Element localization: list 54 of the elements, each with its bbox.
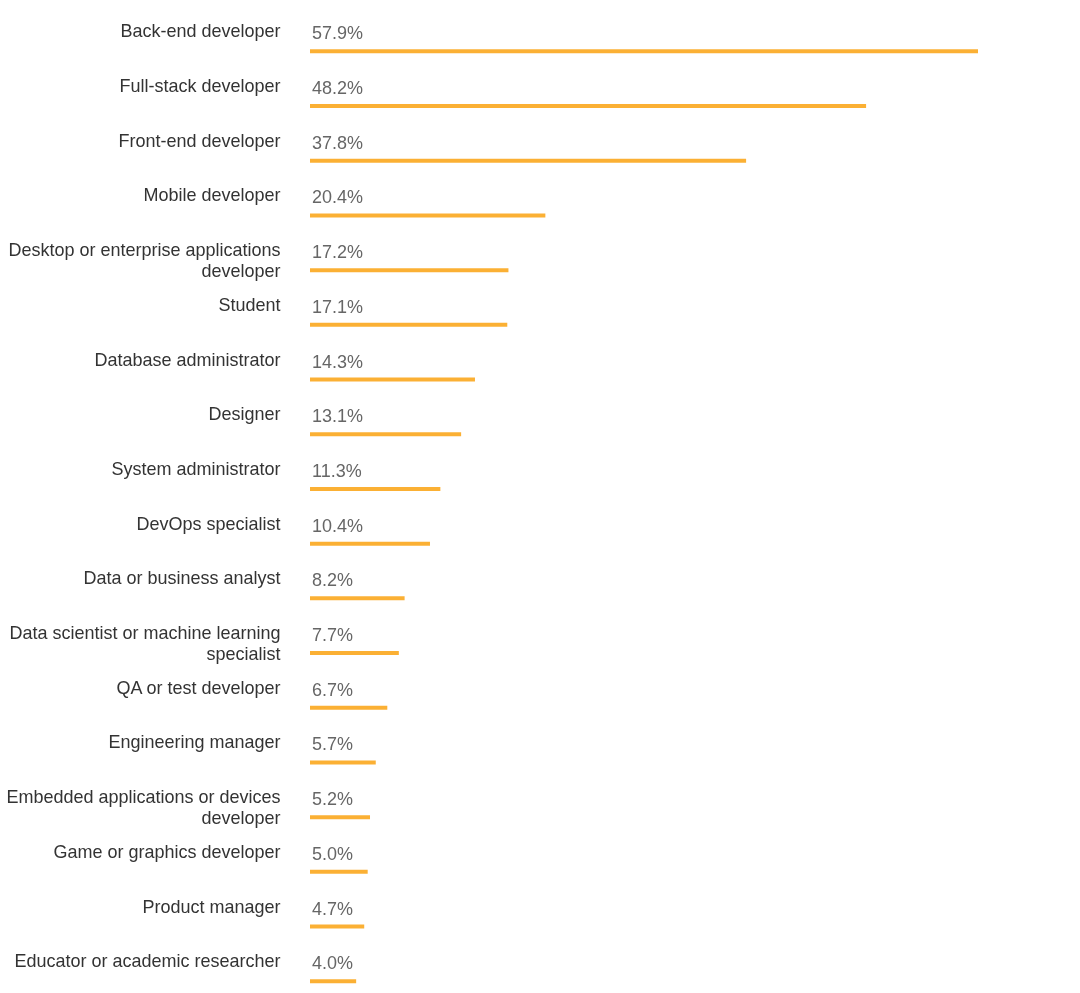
data-label: 4.7% [312, 898, 353, 919]
bar [310, 322, 508, 327]
y-tick-label: Designer [208, 404, 281, 425]
bar [310, 760, 376, 765]
data-label: 10.4% [312, 515, 363, 536]
bar [310, 815, 370, 820]
y-tick-label: Mobile developer [143, 185, 281, 206]
y-tick-label: Desktop or enterprise applications developer [8, 240, 281, 282]
y-tick-label: Data or business analyst [83, 568, 281, 589]
data-label: 17.1% [312, 296, 363, 317]
bar [310, 979, 357, 984]
data-label: 5.7% [312, 734, 353, 755]
y-tick-label: Game or graphics developer [53, 841, 281, 862]
y-tick-label: Product manager [142, 896, 281, 917]
data-label: 4.0% [312, 953, 353, 974]
bar [310, 213, 546, 218]
bar [310, 158, 747, 163]
bar [310, 432, 462, 437]
bar [310, 377, 475, 382]
bar [310, 705, 388, 710]
data-label: 8.2% [312, 570, 353, 591]
data-label: 6.7% [312, 679, 353, 700]
bar [310, 596, 405, 601]
y-tick-label: System administrator [111, 458, 281, 479]
y-tick-label: Embedded applications or devices developer [6, 787, 281, 829]
y-tick-label: Back-end developer [120, 21, 281, 42]
bar [310, 869, 368, 874]
data-label: 17.2% [312, 242, 363, 263]
bar [310, 49, 978, 54]
data-label: 11.3% [312, 460, 362, 481]
data-label: 5.2% [312, 789, 353, 810]
data-label: 48.2% [312, 78, 363, 99]
y-tick-label: Database administrator [94, 349, 281, 370]
y-tick-label: Front-end developer [118, 130, 281, 151]
data-label: 20.4% [312, 187, 363, 208]
y-tick-label: Educator or academic researcher [14, 951, 281, 972]
y-tick-label: Full-stack developer [119, 76, 281, 97]
bar [310, 104, 867, 109]
data-label: 5.0% [312, 843, 353, 864]
y-tick-label: DevOps specialist [136, 513, 281, 534]
data-label: 13.1% [312, 406, 363, 427]
data-label: 14.3% [312, 351, 363, 372]
bar [310, 486, 441, 491]
data-label: 37.8% [312, 132, 363, 153]
y-tick-label: Student [218, 294, 281, 315]
bar [310, 268, 509, 273]
data-label: 7.7% [312, 625, 353, 646]
bar [310, 541, 430, 546]
y-tick-label: Data scientist or machine learning specialist [9, 623, 281, 665]
data-label: 57.9% [312, 23, 363, 44]
bar [310, 924, 365, 929]
y-tick-label: QA or test developer [116, 677, 281, 698]
y-tick-label: Engineering manager [108, 732, 281, 753]
bar [310, 651, 399, 656]
